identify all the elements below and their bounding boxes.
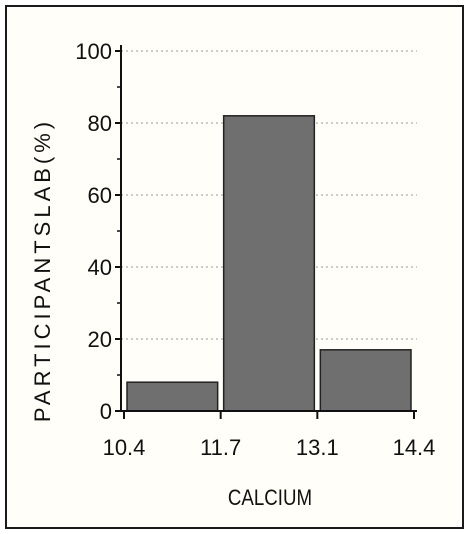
bar-11.7-13.1 <box>222 115 316 412</box>
x-tick-label-10.4: 10.4 <box>103 435 146 460</box>
axes-group <box>115 45 417 419</box>
x-tick-label-14.4: 14.4 <box>393 435 436 460</box>
bar-10.4-11.7 <box>126 381 219 412</box>
x-axis-title: CALCIUM <box>228 487 312 511</box>
x-tick-label-11.7: 11.7 <box>200 435 241 460</box>
bars-group <box>126 115 412 412</box>
y-tick-label-0: 0 <box>100 399 112 424</box>
bar-13.1-14.4 <box>319 349 412 412</box>
y-tick-labels: 0 20 40 60 80 100 <box>75 39 112 424</box>
x-tick-labels: 10.4 11.7 13.1 14.4 <box>103 435 436 460</box>
y-tick-label-100: 100 <box>75 39 112 64</box>
y-tick-label-60: 60 <box>88 183 112 208</box>
grid-lines <box>121 50 417 340</box>
y-tick-label-20: 20 <box>88 327 112 352</box>
y-axis-title: PARTICIPANTSLAB(%) <box>30 118 55 422</box>
y-tick-label-40: 40 <box>88 255 112 280</box>
x-tick-label-13.1: 13.1 <box>296 435 339 460</box>
y-tick-label-80: 80 <box>88 111 112 136</box>
